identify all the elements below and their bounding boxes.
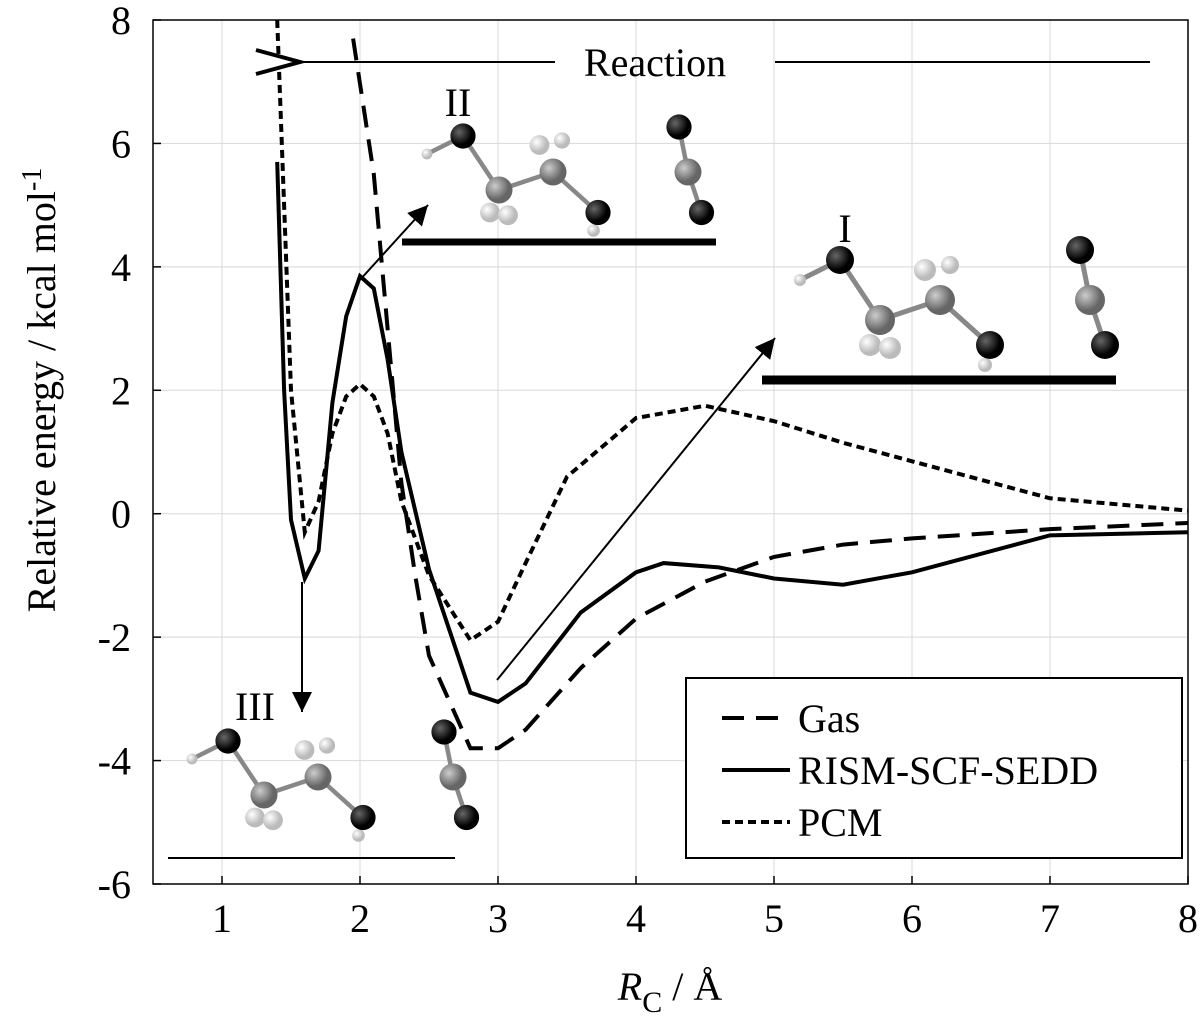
y-tick-label: 4 [111,245,131,290]
x-tick-label: 8 [1178,896,1198,941]
annotation: Reaction [584,40,726,85]
annotation: I [838,206,851,251]
x-tick-label: 1 [212,896,232,941]
y-tick-label: -2 [98,615,131,660]
y-tick-label: 0 [111,492,131,537]
y-tick-label: -6 [98,862,131,907]
legend-label: Gas [798,696,860,741]
x-tick-label: 5 [764,896,784,941]
x-tick-label: 2 [350,896,370,941]
y-tick-label: -4 [98,739,131,784]
legend-label: PCM [798,800,883,845]
legend-label: RISM-SCF-SEDD [798,748,1098,793]
x-tick-label: 6 [902,896,922,941]
y-tick-label: 8 [111,0,131,43]
x-tick-label: 3 [488,896,508,941]
x-tick-label: 7 [1040,896,1060,941]
annotation: II [445,80,472,125]
annotation: III [235,684,275,729]
series-line [277,20,1188,640]
chart: 1 2 3 4 5 6 7 8 -6 -4 -2 0 2 4 6 8 Gas RISM-SCF-SEDD PCM R… [0,0,1201,1024]
x-tick-label: 4 [626,896,646,941]
molecule-iii [168,719,479,858]
y-tick-label: 6 [111,121,131,166]
molecule-ii [402,114,716,242]
molecule-i [762,236,1119,380]
y-axis-label: Relative energy / kcal mol-1 [17,168,64,613]
y-tick-label: 2 [111,368,131,413]
x-axis-label: RC / Å [617,964,723,1019]
series-line [353,39,1188,749]
